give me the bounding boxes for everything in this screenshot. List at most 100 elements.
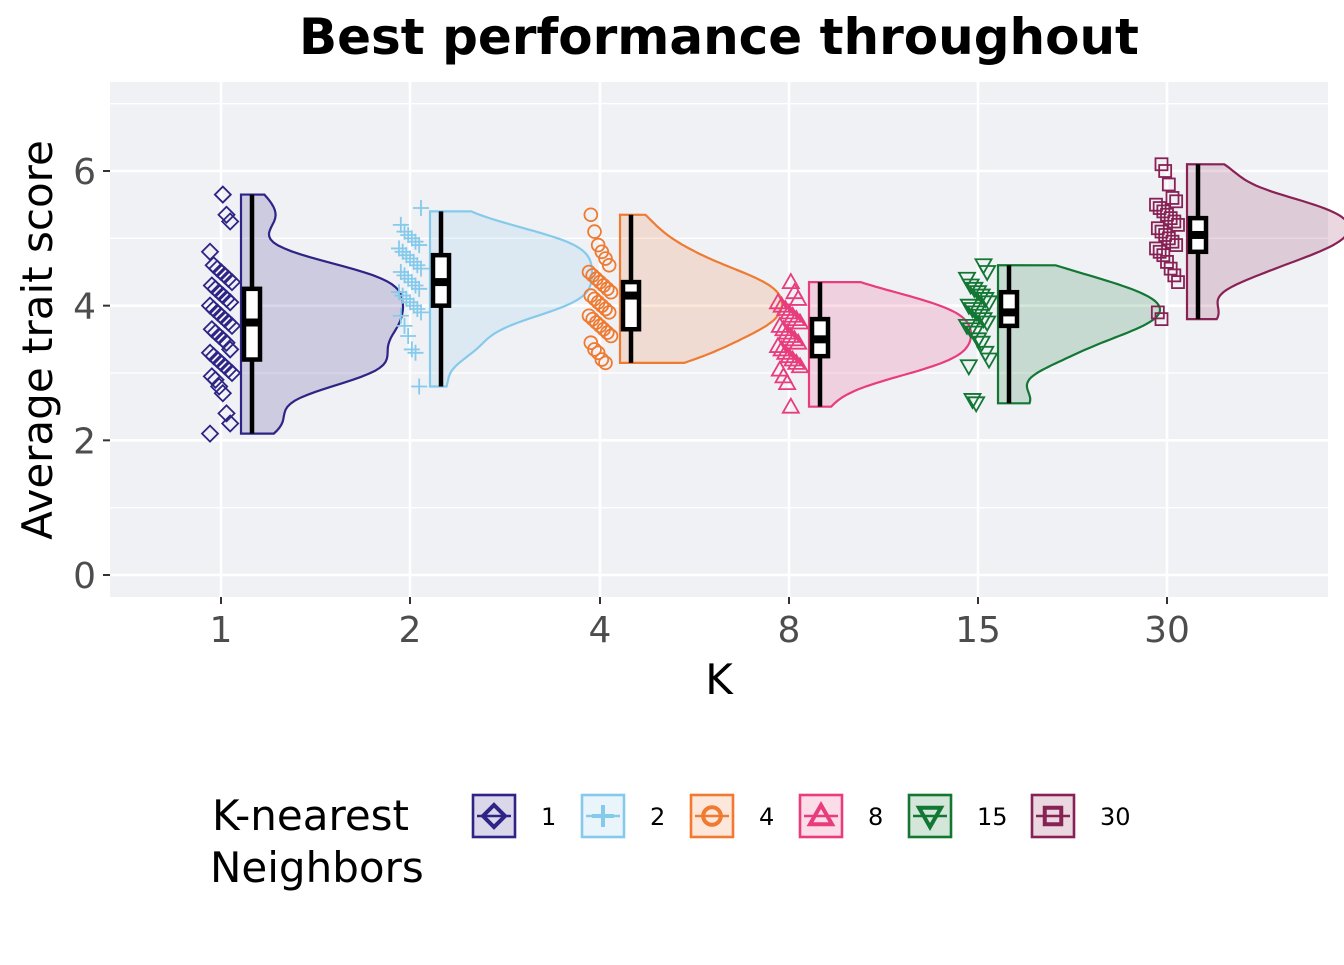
point-k-4	[583, 288, 599, 303]
point-k-15	[959, 298, 979, 316]
point-k-1	[202, 367, 222, 386]
point-k-8	[781, 272, 801, 290]
median-k-30	[1190, 230, 1206, 239]
point-k-8	[770, 316, 790, 333]
point-k-4	[590, 345, 606, 361]
point-k-2	[403, 274, 420, 291]
density-k-4	[618, 213, 784, 364]
point-k-2	[413, 304, 429, 321]
y-tick-label: 6	[73, 152, 96, 193]
point-k-2	[413, 200, 429, 217]
point-k-1	[213, 286, 233, 305]
point-k-2	[411, 237, 428, 254]
point-k-15	[977, 315, 997, 333]
point-k-1	[217, 205, 236, 225]
legend-marker-k-1	[480, 802, 508, 830]
point-k-30	[1149, 197, 1163, 212]
point-k-1	[220, 340, 240, 359]
legend-marker-k-8	[806, 800, 836, 827]
point-k-15	[962, 393, 983, 410]
point-k-15	[973, 258, 994, 276]
point-k-15	[957, 318, 977, 336]
point-k-15	[973, 312, 994, 329]
point-k-1	[200, 296, 220, 315]
point-k-1	[211, 306, 231, 326]
point-k-1	[211, 262, 231, 282]
point-k-1	[219, 360, 238, 379]
point-k-8	[772, 339, 792, 357]
point-k-15	[957, 271, 977, 289]
point-k-15	[964, 281, 984, 299]
median-k-2	[433, 278, 449, 287]
legend-item-k-30: 30	[1030, 793, 1131, 839]
series-k-4	[581, 207, 784, 371]
series-k-8	[768, 272, 973, 414]
point-k-15	[972, 288, 992, 306]
density-k-2	[428, 210, 594, 388]
legend-label-k-4: 4	[759, 803, 774, 831]
point-k-15	[972, 335, 992, 353]
point-k-4	[583, 207, 599, 223]
legend-marker-k-2	[592, 805, 614, 827]
point-k-1	[209, 326, 229, 346]
point-k-15	[959, 359, 979, 377]
point-k-30	[1152, 201, 1167, 215]
point-k-4	[581, 308, 597, 324]
series-k-2	[391, 200, 594, 395]
point-k-4	[590, 237, 606, 253]
point-k-30	[1161, 177, 1176, 192]
point-k-30	[1154, 157, 1169, 172]
point-k-1	[208, 259, 227, 278]
point-k-1	[204, 255, 223, 275]
point-k-2	[396, 267, 413, 284]
point-k-1	[213, 185, 233, 204]
point-k-1	[209, 377, 229, 396]
point-k-15	[961, 322, 981, 340]
density-k-30	[1185, 163, 1344, 321]
legend-marker-k-15	[915, 805, 945, 832]
y-tick-label: 2	[73, 421, 96, 462]
point-k-15	[975, 345, 995, 363]
point-k-8	[770, 359, 790, 377]
median-k-4	[623, 291, 639, 300]
point-k-1	[204, 299, 223, 319]
point-k-1	[208, 350, 227, 369]
point-k-1	[206, 370, 225, 390]
point-k-15	[968, 285, 988, 303]
point-k-2	[405, 297, 422, 314]
y-axis-title: Average trait score	[13, 140, 62, 540]
point-k-1	[208, 303, 227, 322]
grid	[110, 82, 1328, 597]
legend-label-k-8: 8	[868, 803, 883, 831]
legend-items: 1 2 4 8 15 30	[471, 793, 1131, 839]
point-k-2	[407, 344, 424, 361]
point-k-1	[222, 316, 242, 336]
point-k-2	[409, 257, 426, 274]
chart-title: Best performance throughout	[299, 8, 1139, 66]
point-k-2	[405, 253, 422, 270]
density-k-15	[996, 264, 1162, 405]
point-k-8	[781, 396, 801, 414]
median-k-15	[1001, 308, 1017, 317]
legend-label-k-2: 2	[650, 803, 665, 831]
series-layer	[200, 157, 1344, 443]
density-k-1	[239, 193, 405, 435]
point-k-2	[398, 247, 415, 264]
point-k-2	[396, 223, 413, 240]
point-k-4	[585, 268, 600, 283]
point-k-1	[217, 333, 236, 352]
point-k-15	[966, 396, 986, 414]
point-k-2	[391, 284, 407, 301]
point-k-4	[581, 264, 597, 280]
point-k-1	[217, 404, 236, 423]
point-k-2	[409, 301, 426, 318]
point-k-15	[962, 302, 983, 319]
point-k-30	[1165, 191, 1180, 205]
point-k-2	[407, 233, 424, 250]
legend-item-k-1: 1	[471, 793, 556, 839]
point-k-4	[598, 355, 613, 371]
y-tick-label: 4	[73, 287, 96, 328]
x-tick-label: 2	[399, 610, 422, 651]
legend-item-k-8: 8	[798, 793, 883, 839]
